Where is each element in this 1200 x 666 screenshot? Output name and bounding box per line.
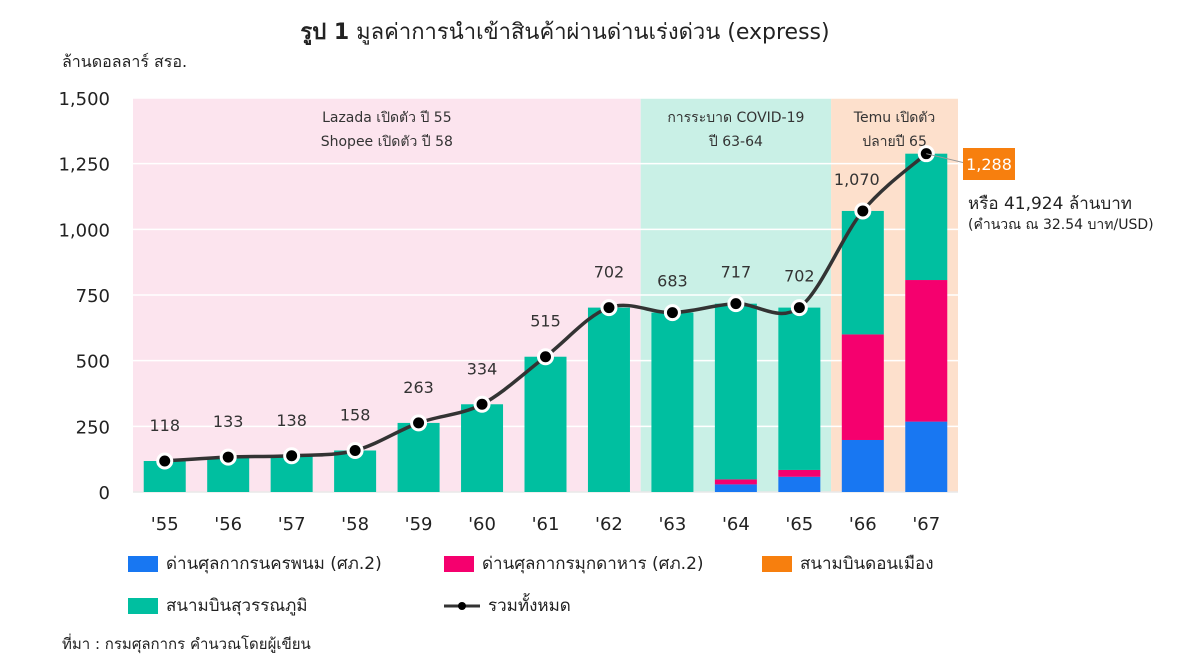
data-label: 702	[594, 263, 625, 282]
bar-segment	[461, 404, 504, 492]
bar-segment	[841, 210, 884, 335]
total-point	[600, 299, 618, 317]
x-tick-label: '55	[151, 514, 179, 535]
total-point	[156, 452, 174, 470]
legend-item-mukdahan: ด่านศุลกากรมุกดาหาร (ศภ.2)	[444, 550, 704, 577]
data-label: 334	[467, 359, 498, 378]
chart-title: รูป 1 มูลค่าการนำเข้าสินค้าผ่านด่านเร่งด…	[300, 20, 830, 45]
total-point	[727, 295, 745, 313]
x-tick-label: '61	[532, 514, 560, 535]
total-point	[283, 447, 301, 465]
total-point	[219, 448, 237, 466]
total-point	[346, 441, 364, 459]
legend-swatch	[762, 555, 792, 572]
x-tick-label: '60	[468, 514, 496, 535]
legend-label: สนามบินสุวรรณภูมิ	[166, 596, 308, 616]
total-point	[537, 348, 554, 366]
bar-segment	[778, 307, 821, 470]
bar-segment	[778, 476, 821, 492]
legend-item-donmueang: สนามบินดอนเมือง	[762, 550, 934, 577]
legend-item-suvarnabhumi: สนามบินสุวรรณภูมิ	[128, 592, 308, 619]
bar-segment	[841, 439, 884, 492]
y-tick-label: 1,250	[58, 155, 110, 176]
y-tick-label: 500	[76, 352, 110, 373]
total-point	[410, 414, 428, 432]
data-label: 118	[149, 416, 180, 435]
bar-segment	[651, 312, 694, 492]
total-point	[663, 304, 681, 322]
y-tick-label: 750	[76, 286, 110, 307]
legend-label: ด่านศุลกากรนครพนม (ศภ.2)	[166, 554, 382, 574]
y-tick-label: 0	[99, 483, 110, 504]
period-label: Temu เปิดตัว	[853, 110, 935, 126]
data-label: 158	[340, 405, 371, 424]
legend-swatch	[444, 555, 474, 572]
data-label: 263	[403, 378, 434, 397]
x-tick-label: '58	[341, 514, 369, 535]
x-tick-label: '63	[658, 514, 686, 535]
annotation-box	[963, 148, 1015, 180]
period-label: Lazada เปิดตัว ปี 55	[322, 110, 452, 126]
total-point	[854, 202, 872, 220]
x-tick-label: '66	[849, 514, 877, 535]
bar-segment	[714, 479, 757, 485]
legend-label: รวมทั้งหมด	[488, 596, 571, 616]
x-tick-label: '57	[278, 514, 306, 535]
legend-label: ด่านศุลกากรมุกดาหาร (ศภ.2)	[482, 554, 704, 574]
legend-swatch	[128, 597, 158, 614]
legend-label: สนามบินดอนเมือง	[800, 554, 934, 574]
legend-swatch	[128, 555, 158, 572]
bar-segment	[524, 356, 567, 492]
source-note: ที่มา : กรมศุลกากร คำนวณโดยผู้เขียน	[62, 635, 311, 653]
data-label: 683	[657, 272, 688, 291]
bar-segment	[397, 422, 440, 492]
x-tick-label: '67	[912, 514, 940, 535]
y-tick-label: 1,500	[58, 89, 110, 110]
total-line	[164, 152, 928, 463]
data-label: 1,070	[834, 170, 880, 189]
total-point	[790, 299, 808, 317]
bar-segment	[905, 153, 948, 281]
data-label: 717	[721, 263, 752, 282]
legend-item-nakhonphanom: ด่านศุลกากรนครพนม (ศภ.2)	[128, 550, 382, 577]
total-point	[473, 395, 491, 413]
annotation-subnote: (คำนวณ ณ 32.54 บาท/USD)	[968, 217, 1154, 233]
period-label: Shopee เปิดตัว ปี 58	[321, 134, 453, 150]
period-label: การระบาด COVID-19	[667, 110, 804, 126]
bar-segment	[841, 334, 884, 440]
x-tick-label: '62	[595, 514, 623, 535]
data-label: 133	[213, 412, 244, 431]
x-tick-label: '59	[405, 514, 433, 535]
legend-line-icon	[444, 601, 480, 610]
bar-segment	[714, 303, 757, 480]
legend-item-total: รวมทั้งหมด	[444, 592, 571, 619]
y-tick-label: 1,000	[58, 220, 110, 241]
period-label: ปี 63-64	[708, 134, 763, 150]
data-label: 702	[784, 267, 815, 286]
data-label: 138	[276, 411, 307, 430]
bar-segment	[587, 307, 630, 492]
x-tick-label: '64	[722, 514, 750, 535]
bar-segment	[905, 280, 948, 422]
bar-segment	[778, 469, 821, 477]
period-label: ปลายปี 65	[862, 134, 927, 150]
bar-segment	[905, 421, 948, 492]
y-tick-label: 250	[76, 417, 110, 438]
y-axis-label: ล้านดอลลาร์ สรอ.	[62, 52, 188, 71]
annotation-leader	[926, 153, 966, 164]
bar-segment	[714, 484, 757, 492]
x-tick-label: '65	[785, 514, 813, 535]
data-label: 515	[530, 312, 561, 331]
x-tick-label: '56	[214, 514, 242, 535]
annotation-value: 1,288	[966, 155, 1012, 174]
annotation-note: หรือ 41,924 ล้านบาท	[968, 194, 1132, 214]
